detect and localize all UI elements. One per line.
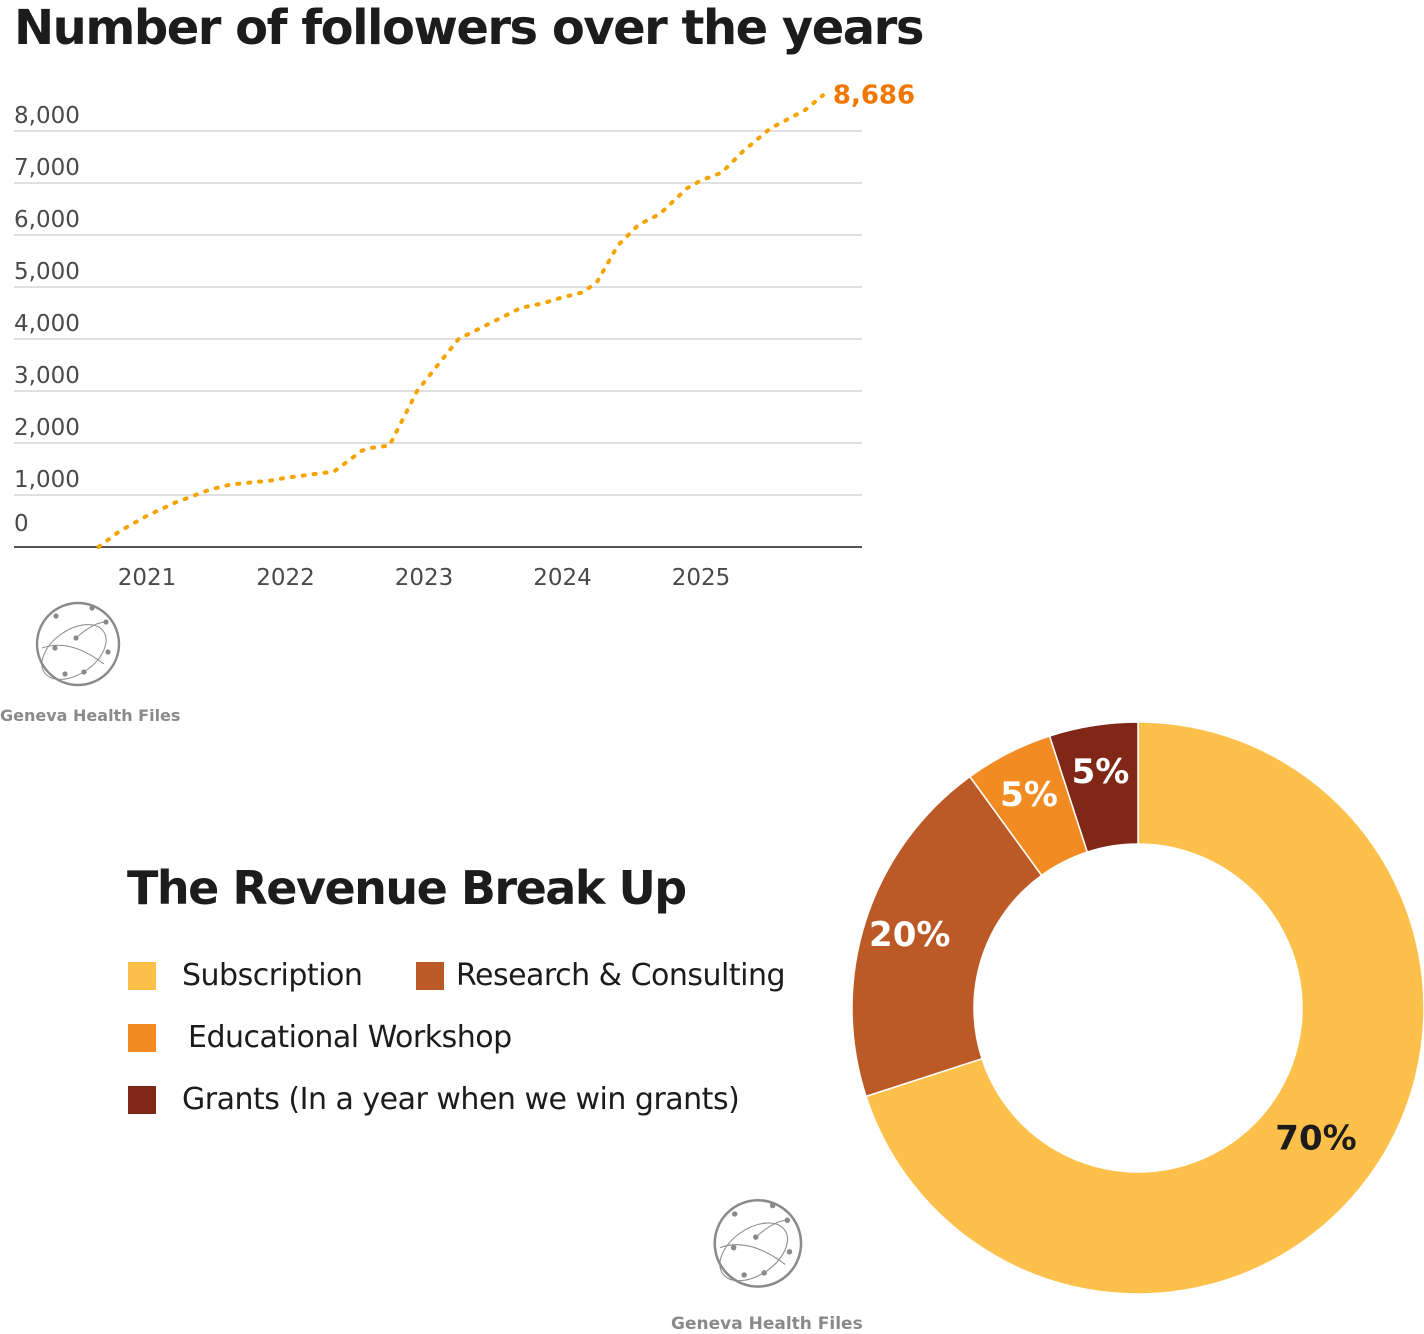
legend-swatch-research-consulting (416, 961, 444, 990)
followers-chart-title: Number of followers over the years (14, 0, 924, 56)
x-tick-label: 2025 (672, 565, 731, 591)
x-tick-label: 2023 (395, 565, 454, 591)
donut-slice-label: 5% (1000, 775, 1058, 815)
y-tick-label: 4,000 (14, 311, 80, 337)
y-axis-tick-labels: 0 1,000 2,000 3,000 4,000 5,000 6,000 7,000 8,00… (14, 103, 80, 537)
brand-name: Geneva Health Files (0, 706, 181, 725)
x-tick-label: 2024 (533, 565, 592, 591)
y-tick-label: 2,000 (14, 415, 80, 441)
legend-swatch-subscription (128, 961, 156, 990)
y-tick-label: 1,000 (14, 467, 80, 493)
donut-slice-label: 70% (1275, 1118, 1356, 1158)
legend-item-subscription: Subscription (128, 958, 363, 993)
x-tick-label: 2021 (118, 565, 177, 591)
end-value-label: 8,686 (833, 80, 915, 110)
y-tick-label: 6,000 (14, 207, 80, 233)
y-tick-label: 5,000 (14, 259, 80, 285)
legend-label-grants: Grants (In a year when we win grants) (182, 1082, 740, 1117)
legend-item-grants: Grants (In a year when we win grants) (128, 1082, 740, 1117)
donut-slice (851, 775, 1043, 1098)
y-tick-label: 7,000 (14, 155, 80, 181)
globe-network-icon (35, 601, 121, 687)
legend-label-subscription: Subscription (182, 958, 363, 993)
legend-item-research-consulting: Research & Consulting (416, 958, 786, 993)
legend-label-educational-workshop: Educational Workshop (188, 1020, 512, 1055)
donut-slices (851, 721, 1424, 1295)
donut-slice-label: 20% (869, 915, 950, 955)
chart-gridlines (14, 130, 862, 548)
donut-slice-label: 5% (1072, 752, 1130, 792)
followers-series: 8,686 (96, 80, 915, 549)
donut-slice-labels: 70% 20% 5% 5% (869, 752, 1357, 1158)
legend-swatch-educational-workshop (128, 1023, 156, 1052)
revenue-chart-title: The Revenue Break Up (127, 861, 687, 915)
y-tick-label: 0 (14, 511, 29, 537)
legend-label-research-consulting: Research & Consulting (456, 958, 786, 993)
revenue-donut-chart: 70% 20% 5% 5% (851, 721, 1424, 1295)
x-tick-label: 2022 (256, 565, 315, 591)
followers-line-chart: 0 1,000 2,000 3,000 4,000 5,000 6,000 7,000 8,00… (14, 80, 915, 591)
y-tick-label: 3,000 (14, 363, 80, 389)
brand-name: Geneva Health Files (671, 1314, 863, 1334)
y-tick-label: 8,000 (14, 103, 80, 129)
donut-slice (1048, 721, 1139, 853)
legend-swatch-grants (128, 1085, 156, 1114)
legend-item-educational-workshop: Educational Workshop (128, 1020, 512, 1055)
globe-network-icon (713, 1199, 803, 1288)
followers-line (96, 93, 825, 549)
x-axis-tick-labels: 2021 2022 2023 2024 2025 (118, 565, 731, 591)
donut-slice (865, 721, 1424, 1295)
